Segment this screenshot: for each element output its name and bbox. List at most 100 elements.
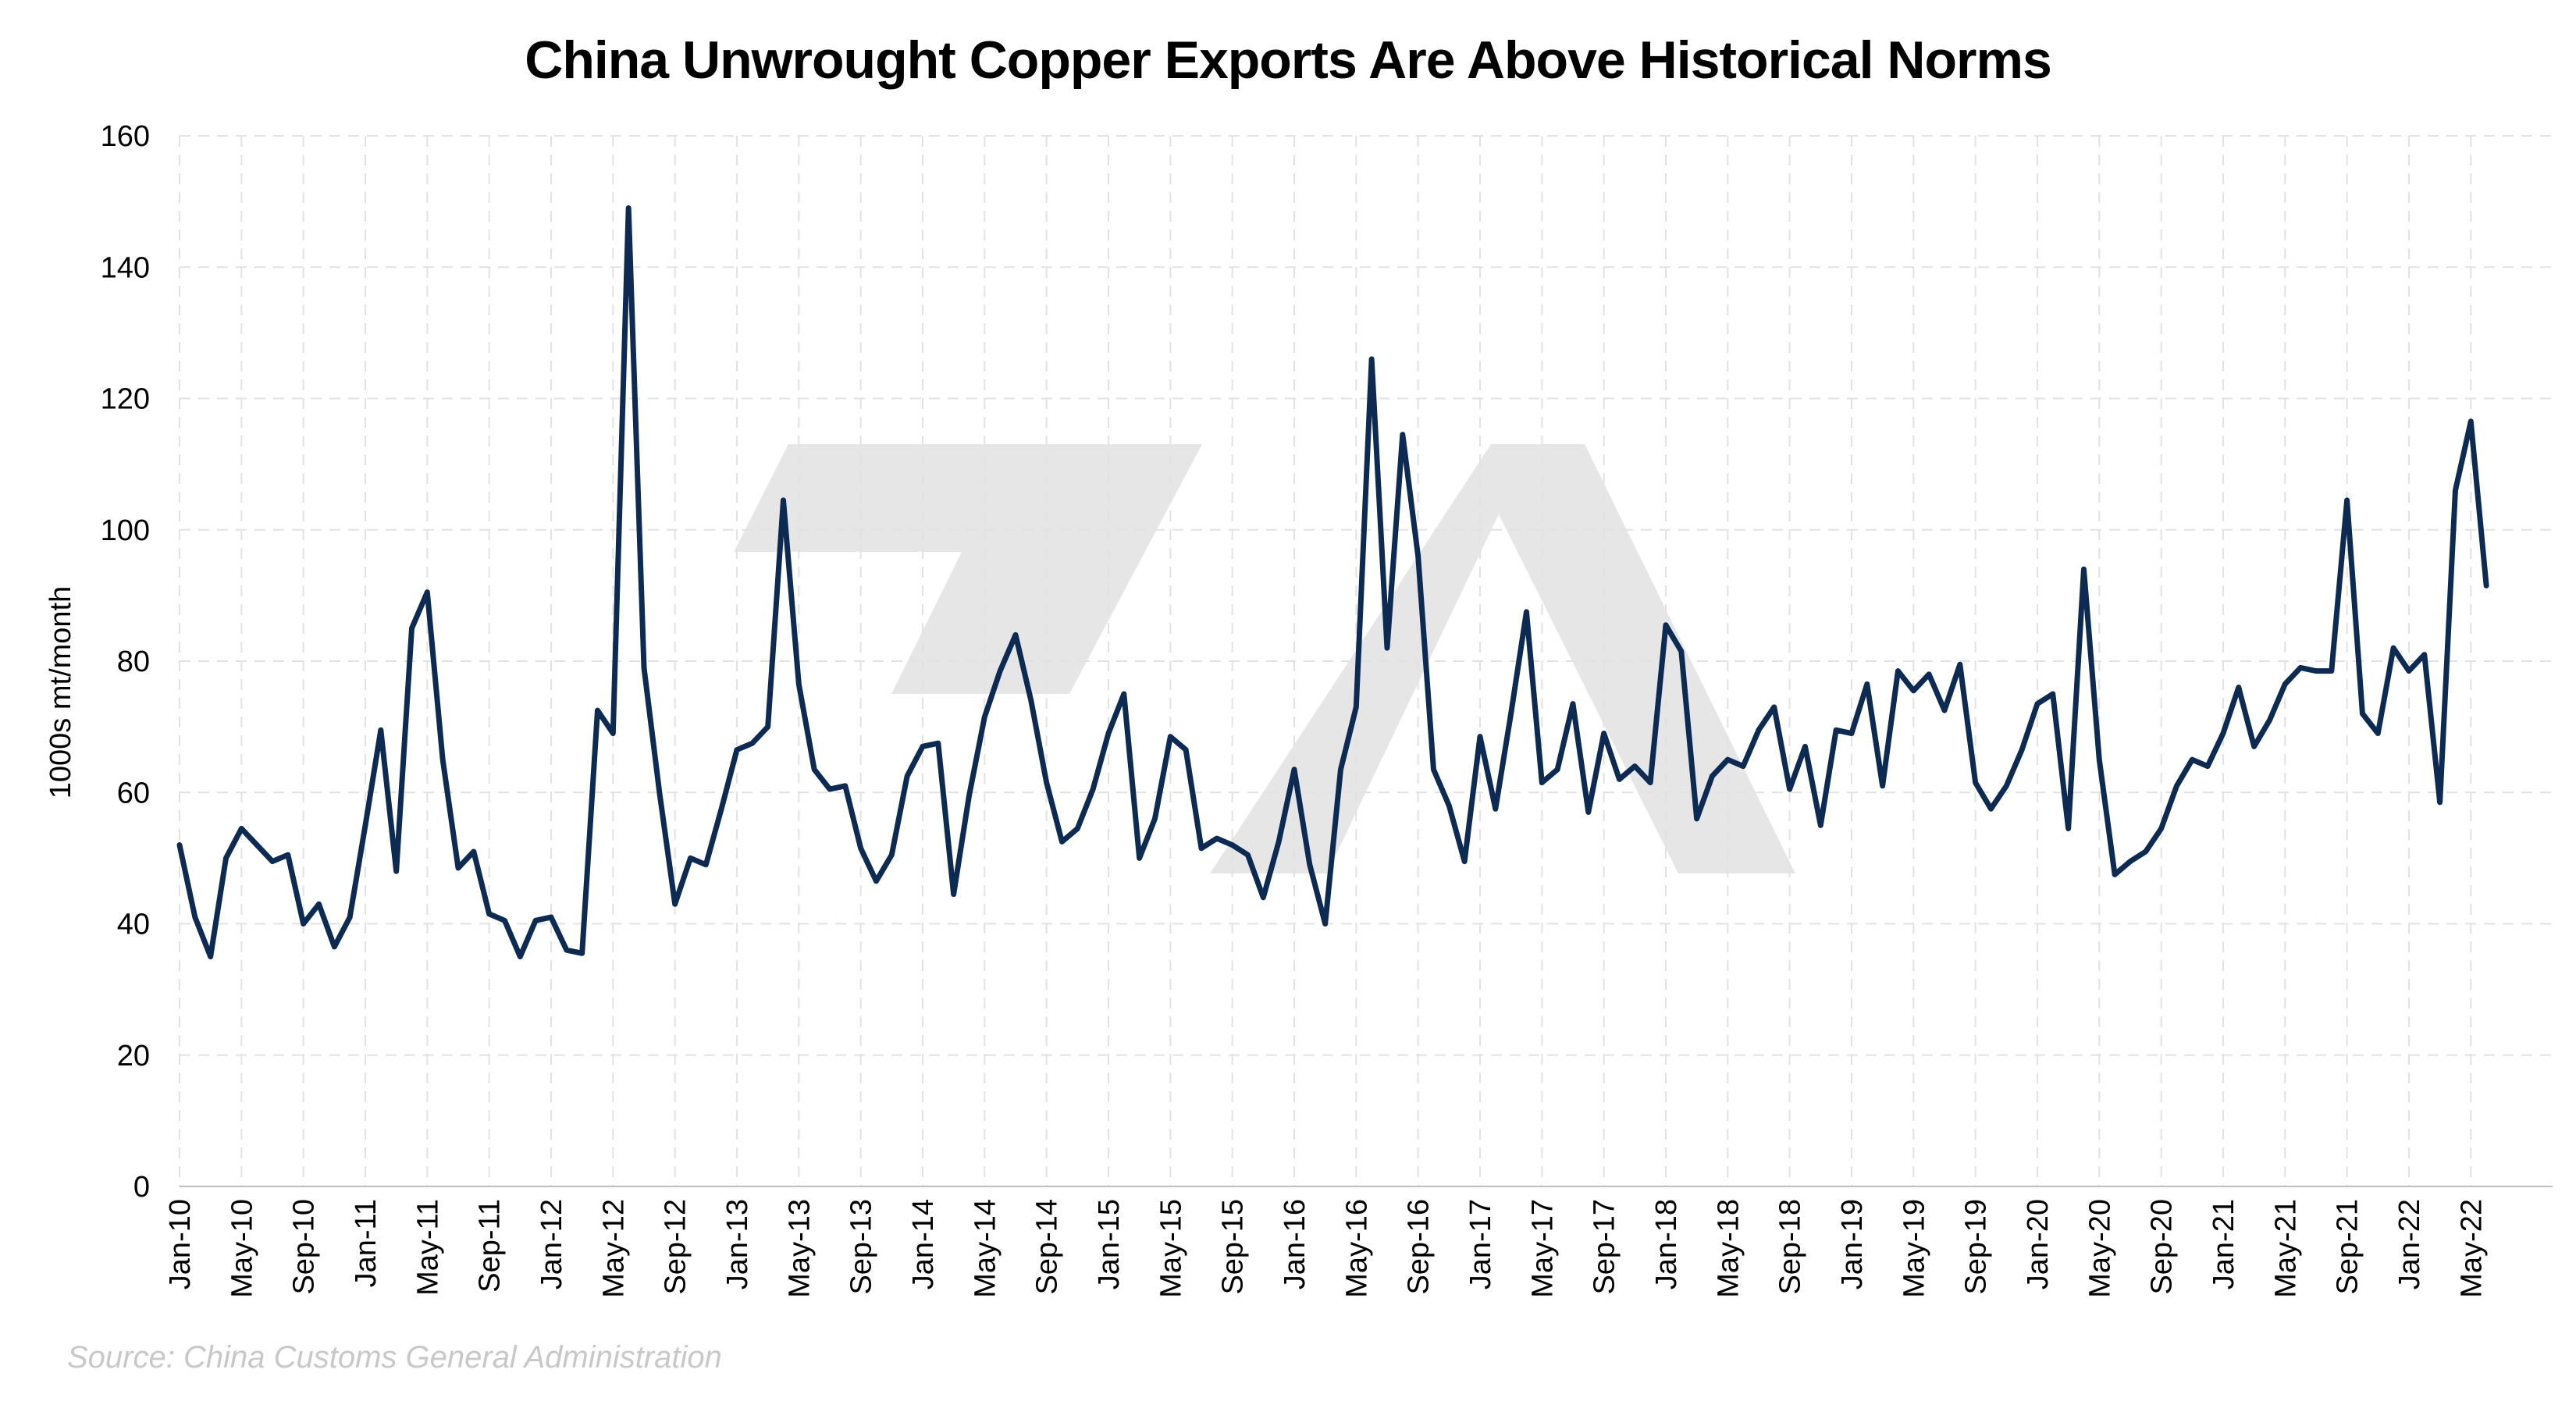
x-tick-label: Sep-10	[288, 1199, 321, 1295]
data-point	[1585, 809, 1592, 815]
data-point	[2406, 668, 2412, 674]
data-point	[1725, 756, 1731, 763]
data-point	[1477, 734, 1483, 739]
data-point	[2034, 701, 2041, 706]
data-point	[1198, 845, 1204, 851]
data-point	[518, 954, 523, 959]
y-axis-tick-labels: 0 20 40 60 80 100 120 140 160	[101, 120, 150, 1204]
data-point	[2313, 668, 2319, 674]
x-gridlines	[179, 136, 2472, 1186]
data-point	[192, 914, 198, 920]
data-point	[455, 865, 461, 871]
series-points	[176, 205, 2489, 959]
data-point	[2050, 691, 2055, 697]
data-point	[2190, 756, 2195, 763]
data-point	[425, 589, 430, 595]
data-point	[1740, 763, 1746, 769]
y-tick-label: 160	[101, 120, 150, 153]
data-point	[1848, 731, 1855, 736]
data-point	[1508, 711, 1514, 717]
data-point	[1152, 816, 1158, 822]
data-point	[347, 914, 353, 920]
data-point	[1833, 727, 1839, 733]
x-tick-label: Sep-15	[1217, 1199, 1250, 1295]
logo-watermark-icon	[734, 444, 1795, 873]
data-point	[1415, 553, 1421, 559]
y-axis-label: 1000s mt/month	[44, 586, 77, 799]
data-point	[239, 826, 244, 831]
data-point	[1384, 645, 1390, 651]
x-tick-label: Sep-20	[2146, 1199, 2179, 1295]
data-point	[2483, 583, 2489, 589]
x-tick-label: May-12	[597, 1199, 630, 1298]
data-point	[409, 625, 415, 631]
data-point	[471, 848, 477, 855]
y-tick-label: 60	[117, 777, 150, 809]
x-tick-label: May-15	[1155, 1199, 1187, 1298]
data-point	[1461, 859, 1468, 864]
data-point	[1911, 688, 1916, 694]
data-point	[1137, 855, 1142, 861]
data-point	[1354, 704, 1359, 710]
data-point	[2143, 848, 2148, 855]
data-point	[718, 806, 724, 812]
x-tick-label: Sep-19	[1960, 1199, 1993, 1295]
y-tick-label: 120	[101, 383, 150, 416]
data-point	[1710, 774, 1715, 779]
x-tick-label: May-17	[1526, 1199, 1559, 1298]
data-point	[781, 497, 786, 503]
x-tick-label: Sep-16	[1403, 1199, 1436, 1295]
y-tick-label: 20	[117, 1040, 150, 1072]
data-point	[610, 731, 616, 736]
x-tick-label: Jan-19	[1836, 1199, 1869, 1289]
data-point	[873, 878, 879, 884]
data-point	[2329, 668, 2334, 674]
data-point	[1617, 777, 1622, 782]
data-point	[1818, 823, 1823, 828]
data-point	[208, 954, 213, 959]
source-note: Source: China Customs General Administra…	[67, 1340, 722, 1375]
data-point	[904, 774, 910, 779]
data-point	[1694, 816, 1699, 822]
data-point	[966, 793, 972, 799]
y-tick-label: 140	[101, 251, 150, 284]
y-tick-label: 80	[117, 646, 150, 678]
data-point	[548, 914, 554, 920]
data-point	[176, 842, 183, 848]
data-point	[2065, 826, 2071, 831]
data-point	[301, 921, 306, 927]
data-point	[672, 902, 678, 907]
data-point	[1493, 806, 1499, 812]
data-point	[1926, 671, 1932, 678]
data-point	[1601, 731, 1606, 736]
data-point	[1787, 786, 1792, 792]
x-tick-label: Jan-12	[535, 1199, 568, 1289]
x-tick-label: May-13	[783, 1199, 816, 1298]
data-point	[1338, 767, 1343, 773]
data-point	[1322, 921, 1328, 927]
data-point	[1802, 744, 1808, 749]
data-point	[734, 747, 740, 752]
x-tick-label: Jan-10	[164, 1199, 197, 1289]
x-tick-label: Sep-17	[1589, 1199, 1621, 1295]
data-point	[1368, 356, 1375, 362]
data-point	[1988, 806, 1994, 812]
data-point	[579, 951, 585, 956]
x-tick-label: Sep-11	[474, 1199, 507, 1293]
data-point	[254, 842, 260, 848]
data-point	[842, 783, 849, 789]
data-point	[749, 740, 756, 746]
x-tick-label: May-16	[1340, 1199, 1373, 1298]
data-point	[486, 911, 492, 917]
data-point	[1121, 691, 1127, 697]
data-point	[1663, 622, 1669, 628]
x-axis-tick-labels: Jan-10 May-10 Sep-10 Jan-11 May-11 Sep-11 Jan-…	[164, 1199, 2488, 1298]
x-tick-label: May-19	[1898, 1199, 1930, 1298]
data-point	[1973, 780, 1978, 785]
data-point	[1554, 767, 1560, 773]
data-point	[827, 786, 833, 792]
data-point	[2421, 652, 2427, 657]
data-point	[595, 707, 600, 713]
data-point	[1446, 802, 1452, 809]
data-point	[1678, 649, 1684, 654]
